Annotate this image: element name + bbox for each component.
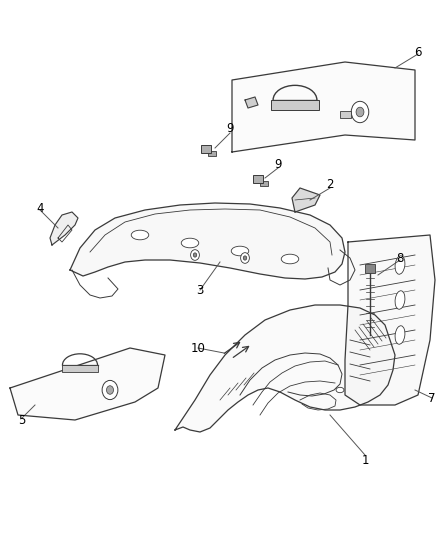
- Text: 6: 6: [414, 45, 422, 59]
- Text: 2: 2: [326, 179, 334, 191]
- Text: 10: 10: [191, 342, 205, 354]
- Polygon shape: [70, 203, 345, 279]
- Circle shape: [356, 107, 364, 117]
- Circle shape: [240, 253, 249, 263]
- Text: 8: 8: [396, 252, 404, 264]
- Ellipse shape: [231, 246, 249, 256]
- Text: 7: 7: [428, 392, 436, 405]
- Polygon shape: [10, 348, 165, 420]
- Bar: [63, 365, 98, 373]
- Bar: [253, 175, 263, 183]
- Bar: [271, 100, 319, 110]
- Polygon shape: [232, 62, 415, 152]
- Bar: [260, 181, 268, 186]
- Bar: [340, 111, 351, 118]
- Text: 1: 1: [361, 454, 369, 466]
- Circle shape: [351, 101, 369, 123]
- Polygon shape: [292, 188, 320, 212]
- Ellipse shape: [395, 256, 405, 274]
- Circle shape: [102, 381, 118, 400]
- Ellipse shape: [395, 326, 405, 344]
- Polygon shape: [50, 212, 78, 245]
- Ellipse shape: [281, 254, 299, 264]
- Ellipse shape: [181, 238, 199, 248]
- Text: 9: 9: [274, 158, 282, 172]
- Circle shape: [191, 249, 199, 260]
- Text: 3: 3: [196, 284, 204, 296]
- Polygon shape: [245, 97, 258, 108]
- Ellipse shape: [131, 230, 149, 240]
- Text: 5: 5: [18, 414, 26, 426]
- Polygon shape: [345, 235, 435, 405]
- Polygon shape: [175, 305, 395, 432]
- Text: 4: 4: [36, 201, 44, 214]
- Bar: [365, 264, 375, 273]
- Text: 9: 9: [226, 122, 234, 134]
- Ellipse shape: [395, 291, 405, 309]
- Bar: [201, 145, 211, 154]
- Ellipse shape: [336, 387, 344, 393]
- Circle shape: [106, 386, 113, 394]
- Bar: [208, 151, 215, 156]
- Circle shape: [193, 253, 197, 257]
- Circle shape: [243, 256, 247, 260]
